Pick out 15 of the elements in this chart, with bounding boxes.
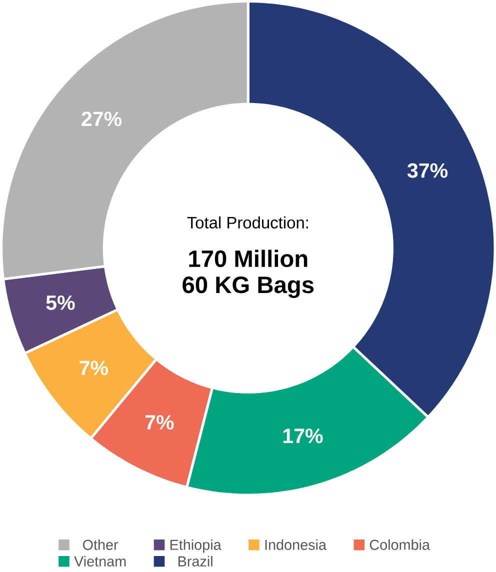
data-label: 37%	[407, 163, 448, 178]
text: Total Production:	[187, 216, 308, 228]
data-label: 27%	[82, 112, 122, 126]
legend-label: Indonesia	[265, 539, 326, 550]
text: 60 KG Bags	[182, 276, 314, 298]
legend-label: Vietnam	[74, 556, 126, 566]
data-label: 7%	[80, 360, 108, 376]
text: 170 Million	[189, 250, 308, 268]
legend-label: Colombia	[370, 539, 430, 550]
legend-label: Ethiopia	[170, 539, 222, 553]
legend-label: Other	[82, 539, 118, 550]
data-label: 17%	[283, 428, 323, 444]
data-label: 7%	[145, 415, 174, 430]
legend-label: Brazil	[178, 556, 212, 566]
data-label: 5%	[46, 295, 75, 310]
